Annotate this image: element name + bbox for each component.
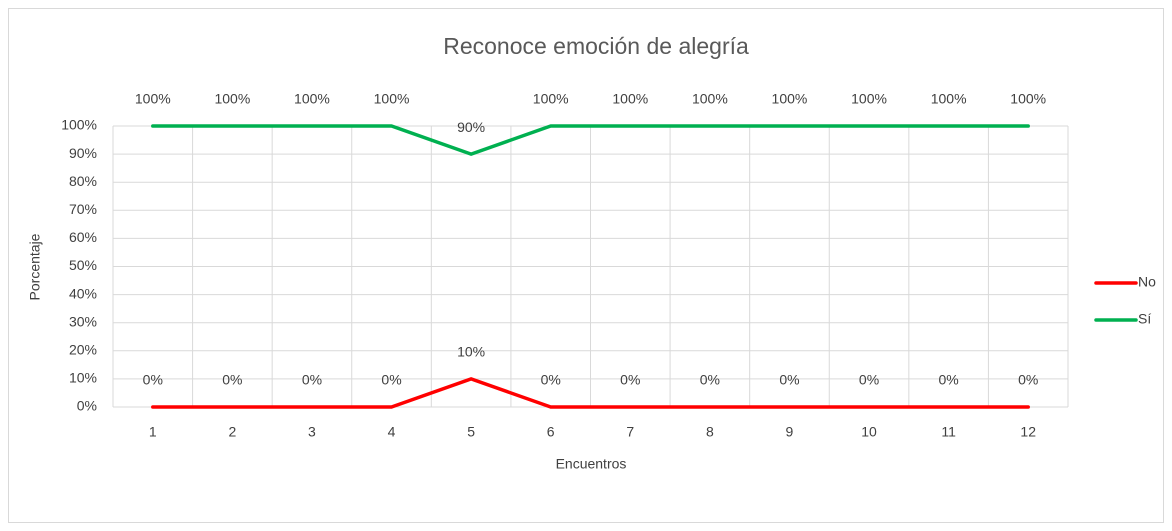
data-label: 0% [541,372,561,388]
y-tick-label: 70% [69,201,97,217]
data-label: 90% [457,119,485,135]
data-label: 100% [533,91,569,107]
data-label: 100% [294,91,330,107]
data-label: 0% [939,372,959,388]
series-line [151,377,1030,409]
data-label: 100% [374,91,410,107]
data-label: 0% [859,372,879,388]
x-axis-label: Encuentros [556,456,627,472]
x-tick-label: 12 [1020,424,1036,440]
y-tick-label: 40% [69,285,97,301]
x-tick-label: 2 [228,424,236,440]
x-tick-label: 11 [941,424,956,440]
y-axis-label: Porcentaje [27,233,43,300]
x-tick-label: 4 [388,424,396,440]
data-label: 0% [700,372,720,388]
x-tick-label: 3 [308,424,316,440]
y-tick-label: 90% [69,145,97,161]
data-label: 10% [457,344,485,360]
chart-border [8,8,1164,523]
y-tick-label: 0% [77,398,97,414]
data-label: 100% [931,91,967,107]
y-tick-label: 20% [69,342,97,358]
data-label: 100% [214,91,250,107]
data-label: 0% [302,372,322,388]
data-label: 0% [222,372,242,388]
data-label: 0% [779,372,799,388]
x-tick-label: 8 [706,424,714,440]
data-label: 0% [1018,372,1038,388]
data-label: 100% [135,91,171,107]
data-label: 100% [772,91,808,107]
series-line [151,124,1030,156]
chart-title: Reconoce emoción de alegría [443,33,749,59]
y-tick-label: 100% [61,117,97,133]
y-tick-label: 30% [69,313,97,329]
data-label: 0% [381,372,401,388]
legend-label: Sí [1138,311,1151,327]
data-label: 100% [851,91,887,107]
x-tick-label: 10 [861,424,877,440]
data-label: 0% [143,372,163,388]
data-label: 0% [620,372,640,388]
data-label: 100% [612,91,648,107]
x-tick-label: 6 [547,424,555,440]
legend-label: No [1138,274,1156,290]
x-tick-label: 5 [467,424,475,440]
y-tick-label: 80% [69,173,97,189]
y-tick-label: 10% [69,370,97,386]
x-tick-label: 1 [149,424,157,440]
data-label: 100% [692,91,728,107]
x-tick-label: 7 [626,424,634,440]
data-label: 100% [1010,91,1046,107]
x-tick-label: 9 [786,424,794,440]
y-tick-label: 60% [69,229,97,245]
y-tick-label: 50% [69,257,97,273]
